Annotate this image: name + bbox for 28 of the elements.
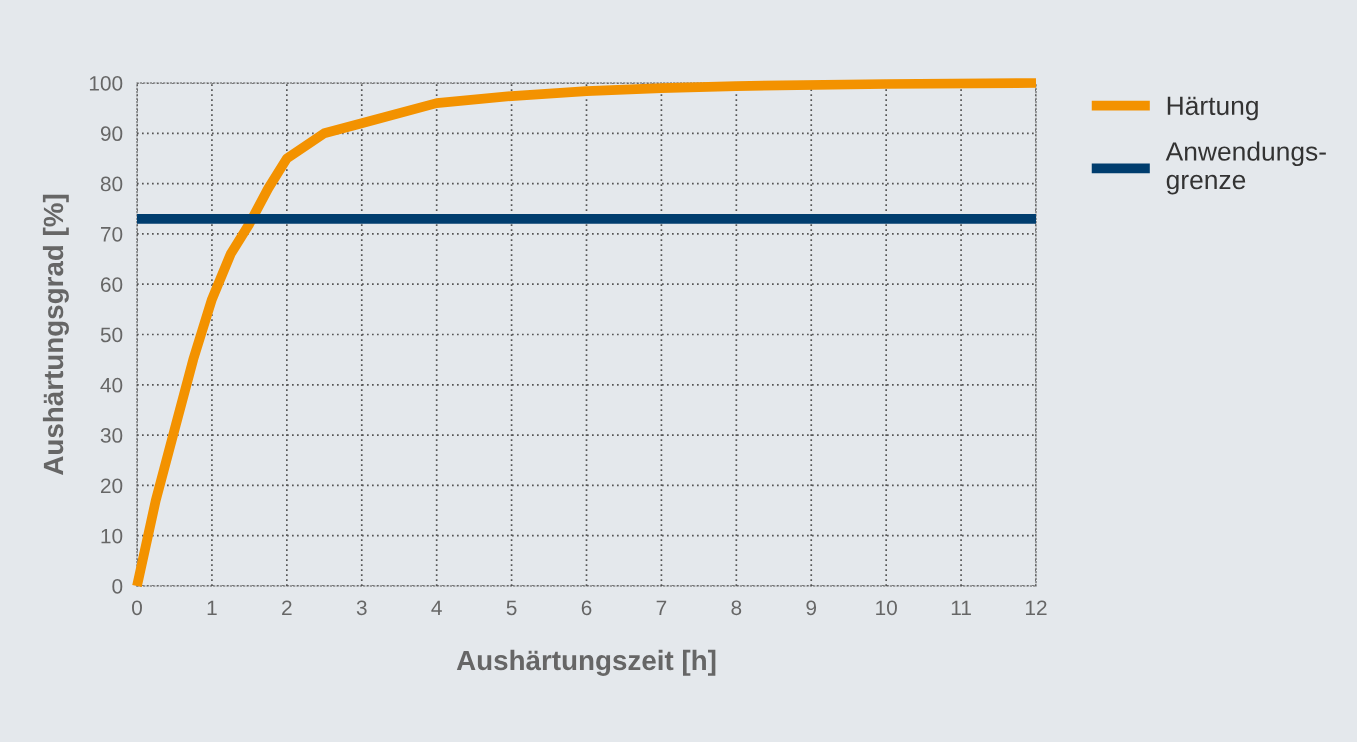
x-tick-label: 12 — [1026, 600, 1047, 615]
y-tick-label: 0 — [112, 579, 123, 594]
x-tick-label: 9 — [806, 600, 817, 616]
y-axis-title: Aushärtungsgrad [%] — [42, 194, 69, 476]
x-tick-label: 11 — [951, 600, 971, 615]
y-tick-label: 70 — [101, 226, 123, 242]
x-tick-label: 5 — [506, 600, 517, 616]
y-tick-label: 20 — [100, 478, 123, 494]
x-tick-label: 2 — [282, 600, 292, 615]
y-tick-label: 90 — [100, 126, 123, 142]
x-tick-label: 10 — [876, 600, 897, 616]
x-tick-label: 4 — [431, 600, 442, 615]
x-tick-label: 1 — [207, 600, 217, 615]
x-tick-label: 3 — [356, 600, 367, 616]
x-tick-label: 6 — [581, 600, 592, 616]
y-tick-label: 30 — [100, 428, 123, 443]
x-axis-title: Aushärtungszeit [h] — [456, 649, 716, 676]
x-tick-label: 7 — [656, 600, 667, 615]
y-tick-label: 100 — [89, 76, 123, 91]
y-tick-label: 50 — [100, 327, 123, 343]
y-tick-label: 10 — [101, 528, 123, 544]
legend-label: Anwendungs- grenze — [1165, 141, 1326, 195]
y-tick-label: 40 — [100, 377, 123, 393]
legend-label: Härtung — [1167, 96, 1258, 121]
y-tick-label: 60 — [101, 277, 123, 292]
y-tick-label: 80 — [100, 176, 123, 192]
x-tick-label: 8 — [731, 600, 742, 616]
x-tick-label: 0 — [132, 600, 142, 616]
